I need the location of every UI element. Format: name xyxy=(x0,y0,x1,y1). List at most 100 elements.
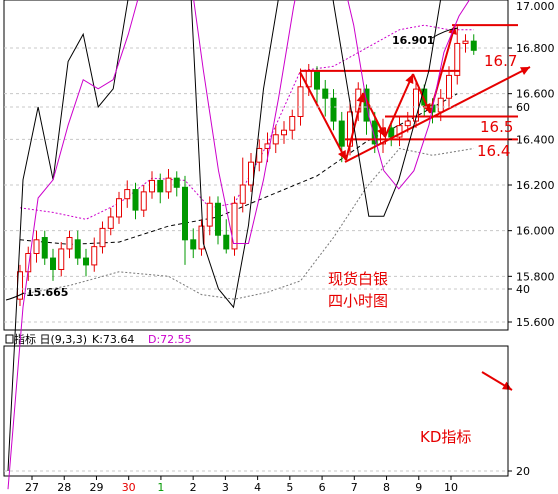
candle-up xyxy=(116,198,122,218)
kd-header-title: 指标 日(9,3,3) xyxy=(14,332,87,346)
candle-up xyxy=(413,88,419,122)
candle-down xyxy=(470,40,477,51)
candle-up xyxy=(231,202,238,250)
price-tick-label: 15.800 xyxy=(516,270,555,283)
kd-arrow-head xyxy=(502,381,512,390)
price-tick-label: 16.400 xyxy=(516,133,555,146)
candle-up xyxy=(107,216,114,229)
main-frame xyxy=(3,0,509,331)
candle-down xyxy=(223,234,230,250)
candle-up xyxy=(206,202,213,227)
kd-tick-label: 60 xyxy=(516,101,530,114)
candles xyxy=(17,25,477,307)
kd-series-d xyxy=(7,0,470,490)
caption-line-1: 现货白银 xyxy=(328,270,388,288)
caption-line-2: 四小时图 xyxy=(328,292,388,310)
wave-arrow-head xyxy=(422,103,431,113)
candle-down xyxy=(132,189,139,211)
candle-down xyxy=(157,179,164,193)
trend-support-arrow xyxy=(344,66,531,163)
annotation-16-7: 16.7 xyxy=(484,52,517,70)
candle-up xyxy=(91,246,98,266)
candle-up xyxy=(396,125,403,138)
kd-annotation: KD指标 xyxy=(420,428,471,446)
candle-up xyxy=(437,97,444,113)
date-label: 6 xyxy=(319,481,326,494)
candle-up xyxy=(289,116,296,131)
kd-lines: KD指标 xyxy=(7,0,471,490)
price-low-label: 15.665 xyxy=(26,286,68,299)
kd-axis: 80604020 xyxy=(508,101,530,478)
kd-header-d: D:72.55 xyxy=(148,333,192,346)
date-label: 27 xyxy=(25,481,39,494)
kd-grid: 指标 日(9,3,3) K:73.64 D:72.55 xyxy=(3,106,509,477)
annotation-16-5: 16.5 xyxy=(480,118,513,136)
candle-down xyxy=(173,177,180,188)
date-axis: 27 28 29 30 1 2 3 4 5 6 7 8 9 10 xyxy=(25,476,458,494)
date-label: 5 xyxy=(286,481,293,494)
candle-down xyxy=(83,257,89,266)
price-tick-label: 16.600 xyxy=(516,88,555,101)
date-label: 29 xyxy=(89,481,103,494)
candle-down xyxy=(371,120,378,145)
price-tick-top: 17.000 xyxy=(516,0,555,13)
candle-down xyxy=(190,239,197,250)
annotation-16-4: 16.4 xyxy=(477,142,510,160)
candle-up xyxy=(99,227,106,248)
date-label: 2 xyxy=(190,481,197,494)
candle-up xyxy=(198,225,205,250)
candle-up xyxy=(66,237,73,250)
candle-down xyxy=(314,70,320,90)
date-label: 1 xyxy=(157,481,164,494)
date-label: 9 xyxy=(415,481,422,494)
kd-frame xyxy=(3,345,509,477)
candle-down xyxy=(322,88,329,99)
candle-up xyxy=(248,161,254,186)
kd-tick-label: 40 xyxy=(516,283,530,296)
candle-up xyxy=(33,239,40,255)
price-tick-label: 15.600 xyxy=(516,316,555,329)
date-label: 30 xyxy=(122,481,136,494)
candle-up xyxy=(124,189,131,200)
candle-up xyxy=(149,179,155,193)
candle-up xyxy=(454,42,461,76)
candle-up xyxy=(272,134,279,145)
candle-up xyxy=(404,120,411,127)
candle-down xyxy=(388,127,395,138)
bollinger-bands xyxy=(19,24,474,300)
wave-arrow-head xyxy=(338,150,346,160)
candle-down xyxy=(338,120,345,147)
candle-up xyxy=(58,248,65,270)
wave-arrow xyxy=(384,73,414,138)
candle-up xyxy=(281,129,287,136)
price-high-label: 16.901 xyxy=(392,34,434,47)
kd-header-k: K:73.64 xyxy=(92,333,134,346)
candle-down xyxy=(74,239,81,259)
wave-arrow-head xyxy=(405,74,414,84)
main-grid xyxy=(3,0,509,331)
kd-header-box xyxy=(5,334,14,344)
candle-down xyxy=(330,97,337,122)
candle-up xyxy=(165,177,172,193)
candle-up xyxy=(297,86,304,118)
candle-down xyxy=(41,237,48,259)
wave-arrow xyxy=(345,92,364,161)
candle-down xyxy=(215,202,221,236)
price-tick-label: 16.200 xyxy=(516,179,555,192)
bollinger-upper xyxy=(19,24,474,220)
candle-down xyxy=(182,186,188,241)
date-label: 8 xyxy=(383,481,390,494)
bollinger-lower xyxy=(19,147,474,300)
date-label: 10 xyxy=(444,481,458,494)
candle-up xyxy=(239,184,246,204)
date-label: 4 xyxy=(254,481,261,494)
trend-support-arrow-head xyxy=(520,67,530,75)
wave-arrow-head xyxy=(377,127,385,137)
kd-tick-label: 20 xyxy=(516,465,530,478)
date-label: 7 xyxy=(351,481,358,494)
price-tick-label: 16.000 xyxy=(516,225,555,238)
candle-up xyxy=(462,40,469,44)
wave-arrow-head xyxy=(356,93,365,103)
